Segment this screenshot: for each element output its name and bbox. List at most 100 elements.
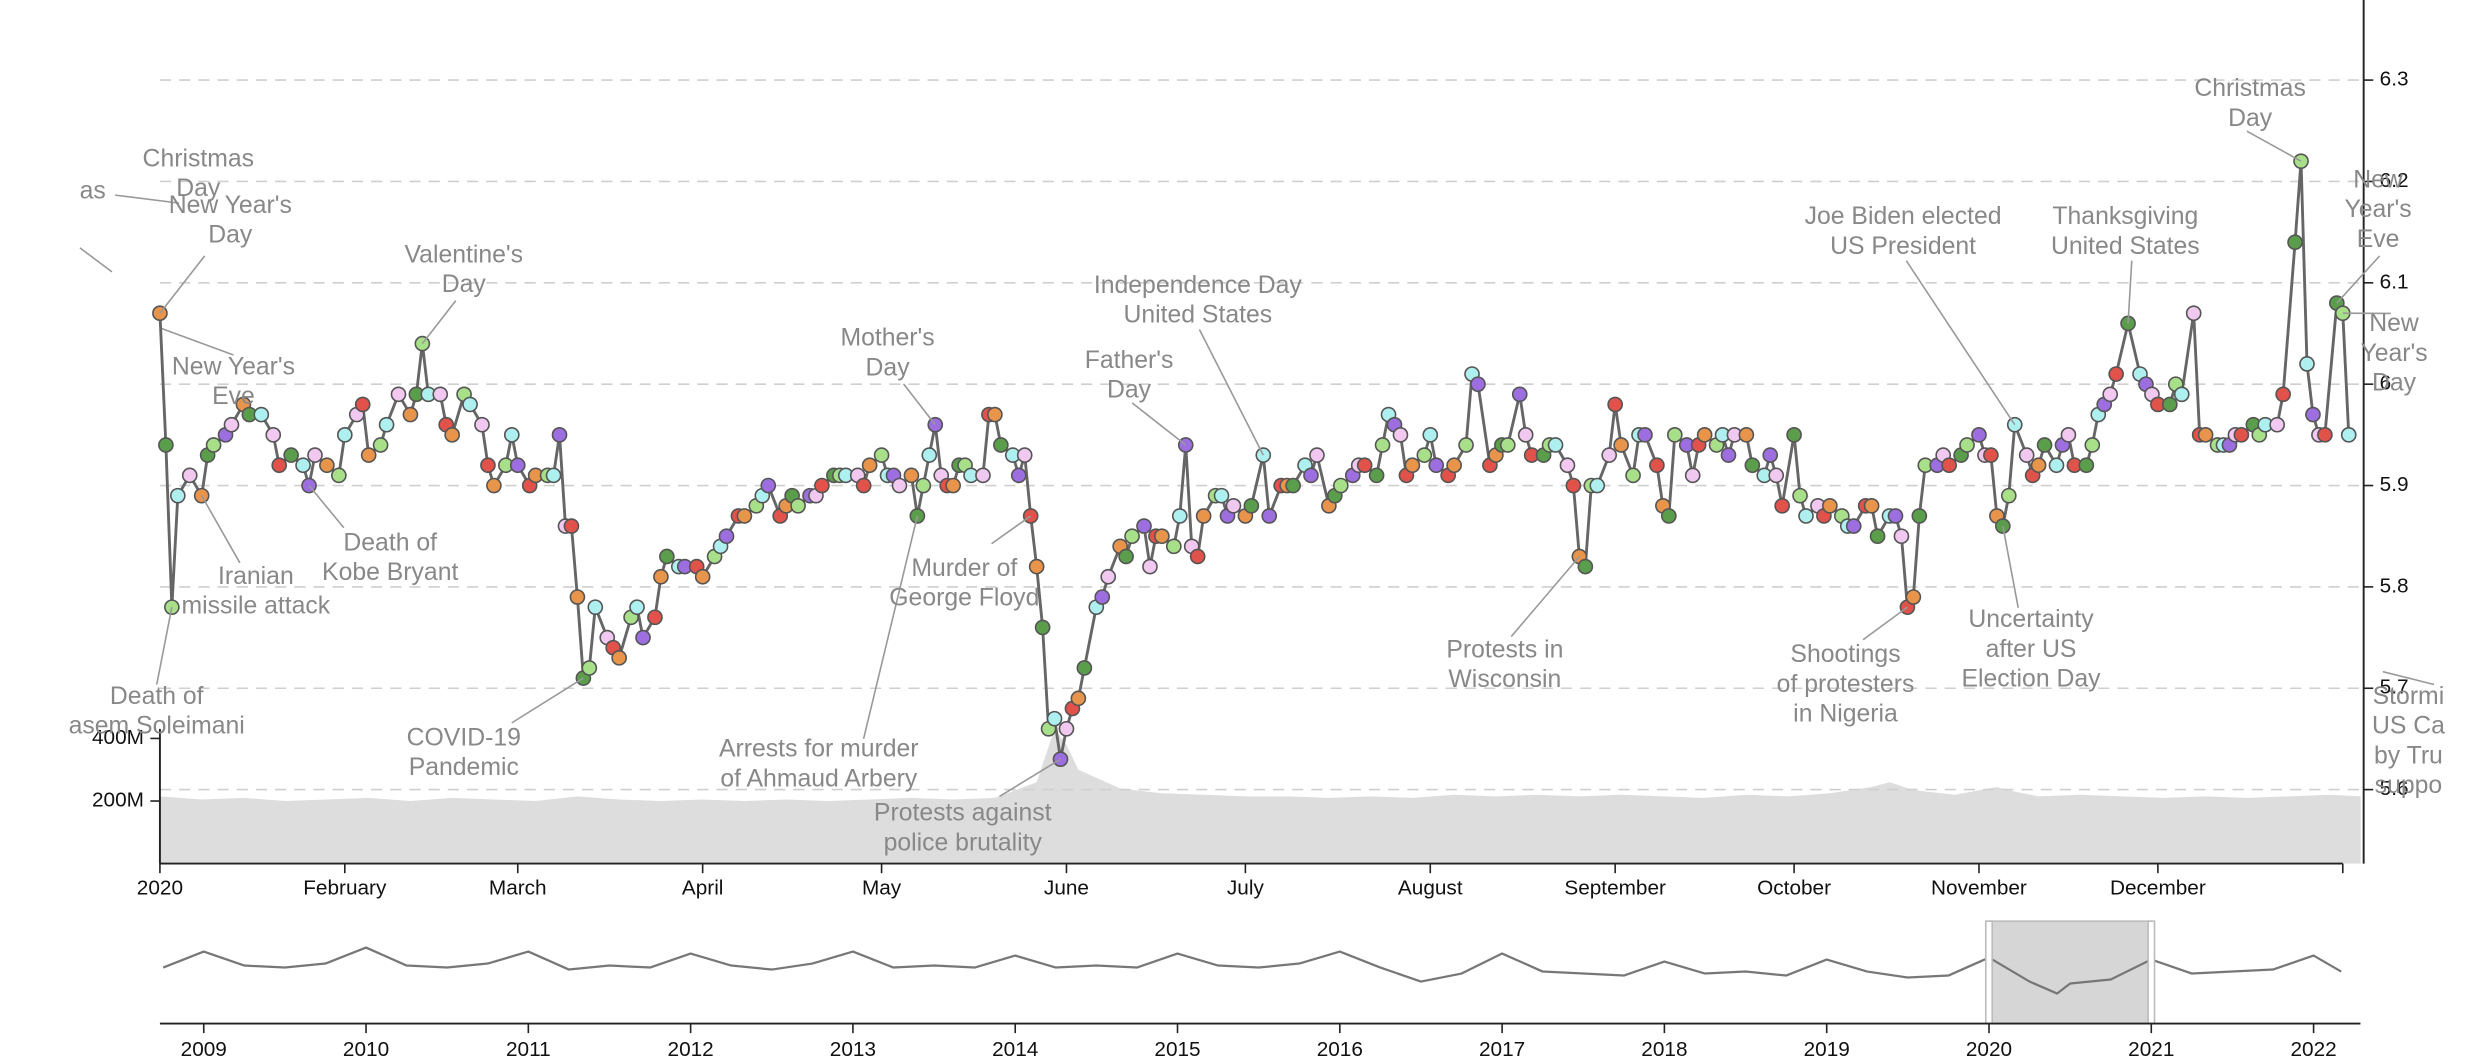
day-point <box>1213 487 1230 504</box>
day-point <box>545 467 562 484</box>
leader-line <box>1510 555 1580 638</box>
day-point <box>1887 508 1904 524</box>
day-point <box>1607 396 1623 413</box>
day-point <box>2340 427 2357 443</box>
day-point <box>2197 427 2214 443</box>
annotation: Day <box>208 222 253 249</box>
day-point <box>1983 447 1999 463</box>
annotation: Stormi <box>2373 683 2445 710</box>
day-point <box>1368 467 1385 484</box>
day-point <box>169 487 186 504</box>
brush-handle[interactable] <box>2147 920 2156 1025</box>
day-point <box>587 599 604 615</box>
day-point <box>2078 457 2095 474</box>
annotation: Eve <box>212 383 255 410</box>
leader-line <box>159 327 234 356</box>
day-point <box>336 427 353 443</box>
day-point <box>360 447 377 463</box>
day-point <box>2185 305 2202 322</box>
annotation: Day <box>1107 377 1152 404</box>
day-point <box>1034 619 1051 636</box>
day-point <box>1738 427 1755 443</box>
overview-tick-label: 2022 <box>2290 1038 2336 1061</box>
day-point <box>354 396 371 413</box>
day-point <box>1893 528 1910 545</box>
x-tick-label: May <box>862 877 902 900</box>
day-point <box>1720 447 1737 463</box>
day-point <box>760 477 777 494</box>
annotation: Iranian <box>218 563 294 590</box>
day-point <box>1744 457 1761 474</box>
annotation: Year's <box>2360 340 2427 367</box>
annotation: Day <box>176 175 221 202</box>
overview-tick-label: 2011 <box>506 1038 551 1061</box>
annotation: Death of <box>343 529 437 556</box>
leader-line <box>1905 260 2016 426</box>
day-point <box>372 437 389 453</box>
annotation: Arrests for murder <box>719 736 919 763</box>
day-point <box>2060 427 2077 443</box>
leader-line <box>999 758 1061 798</box>
annotation: Christmas <box>143 145 254 172</box>
annotation: Year's <box>2344 196 2411 223</box>
day-point <box>855 477 872 494</box>
day-point <box>861 457 878 474</box>
leader-line <box>115 194 180 204</box>
overview-tick-label: 2016 <box>1317 1038 1363 1061</box>
annotation: Day <box>2372 370 2417 397</box>
day-point <box>945 477 961 494</box>
day-point <box>1971 427 1987 443</box>
day-point <box>1076 660 1093 676</box>
day-point <box>2108 366 2124 382</box>
overview-tick-label: 2019 <box>1804 1038 1850 1061</box>
x-tick-label: September <box>1564 877 1666 900</box>
annotation: Day <box>866 354 911 381</box>
x-tick-label: November <box>1931 877 2027 900</box>
leader-line <box>2246 130 2302 162</box>
annotation: Pandemic <box>409 754 519 781</box>
annotation: Eve <box>2357 226 2400 253</box>
day-point <box>1511 386 1528 403</box>
y-tick-label: 6.1 <box>2380 270 2409 293</box>
brush-handle[interactable] <box>1984 920 1993 1025</box>
overview-tick-label: 2013 <box>830 1038 876 1061</box>
day-point <box>2317 427 2333 443</box>
day-point <box>921 447 938 463</box>
day-point <box>444 427 460 443</box>
y-tick-label: 5.9 <box>2380 473 2409 496</box>
day-point <box>1309 447 1325 463</box>
annotation: missile attack <box>182 593 331 620</box>
day-point <box>736 508 753 524</box>
day-point <box>1046 710 1063 727</box>
y-tick-label: 5.7 <box>2380 676 2409 699</box>
day-point <box>2036 437 2053 453</box>
annotation: Kobe Bryant <box>322 559 458 586</box>
day-point <box>873 447 890 463</box>
overview-tick-label: 2021 <box>2128 1038 2174 1061</box>
day-point <box>1792 487 1808 504</box>
day-point <box>1625 467 1641 484</box>
day-point <box>1100 568 1117 585</box>
day-point <box>563 518 580 534</box>
day-point <box>659 548 675 565</box>
day-point <box>993 437 1009 453</box>
day-point <box>307 447 323 463</box>
day-point <box>1666 427 1683 443</box>
day-point <box>1422 427 1439 443</box>
annotation: Father's <box>1085 347 1174 374</box>
annotation: Wisconsin <box>1448 666 1561 693</box>
day-point <box>1959 437 1975 453</box>
annotation: US President <box>1830 233 1976 260</box>
annotation: in Nigeria <box>1793 701 1898 728</box>
day-point <box>915 477 932 494</box>
day-point <box>647 609 663 626</box>
day-point <box>581 660 598 676</box>
day-point <box>2233 427 2250 443</box>
day-point <box>474 416 490 433</box>
annotation: George Floyd <box>889 585 1039 612</box>
annotation: New <box>2369 310 2419 337</box>
y-tick-label: 6 <box>2380 372 2392 395</box>
day-point <box>2269 416 2286 433</box>
day-point <box>1070 690 1087 707</box>
